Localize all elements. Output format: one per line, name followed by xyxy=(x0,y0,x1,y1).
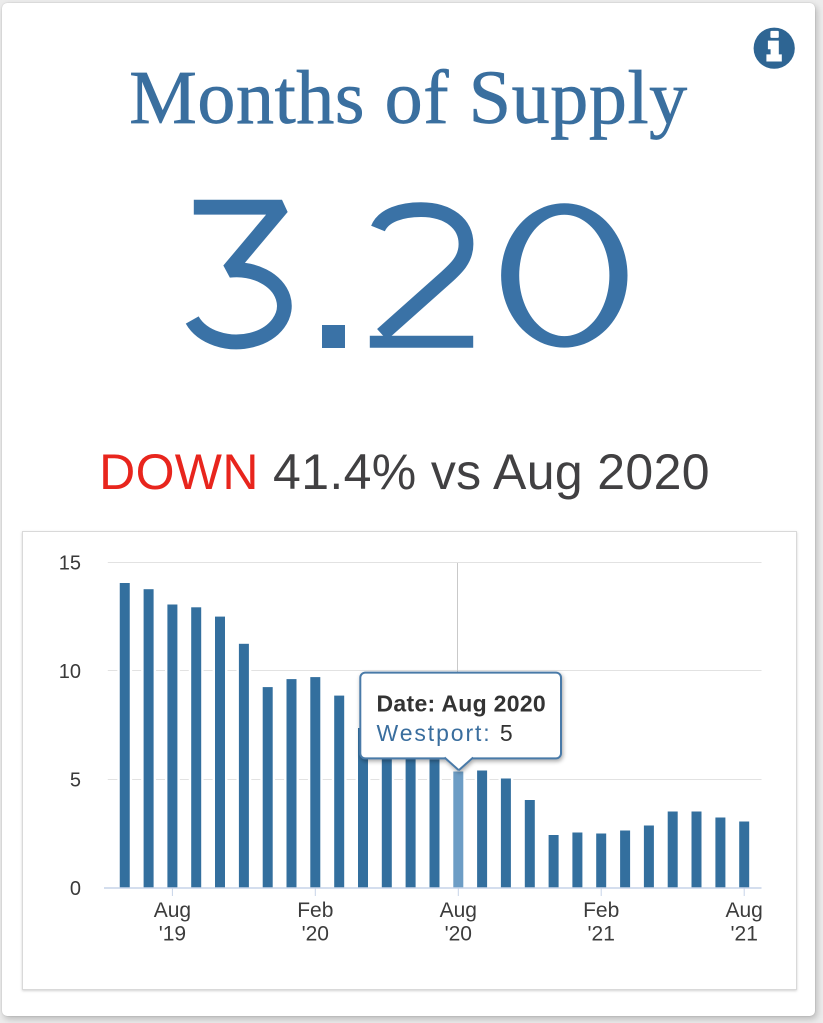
svg-text:15: 15 xyxy=(59,552,81,574)
svg-text:Aug: Aug xyxy=(726,899,763,922)
svg-text:'20: '20 xyxy=(445,923,472,946)
svg-text:Aug: Aug xyxy=(154,899,191,922)
svg-text:'21: '21 xyxy=(731,923,758,946)
svg-text:0: 0 xyxy=(70,878,81,900)
svg-text:Westport: 5: Westport: 5 xyxy=(377,720,515,746)
svg-text:Feb: Feb xyxy=(583,899,619,922)
svg-text:'21: '21 xyxy=(588,923,615,946)
svg-text:Date: Aug 2020: Date: Aug 2020 xyxy=(377,691,547,717)
svg-text:Aug: Aug xyxy=(440,899,477,922)
svg-text:'20: '20 xyxy=(302,923,329,946)
svg-text:'19: '19 xyxy=(159,923,186,946)
svg-text:10: 10 xyxy=(59,661,81,683)
svg-text:Feb: Feb xyxy=(297,899,333,922)
svg-text:5: 5 xyxy=(70,769,81,791)
